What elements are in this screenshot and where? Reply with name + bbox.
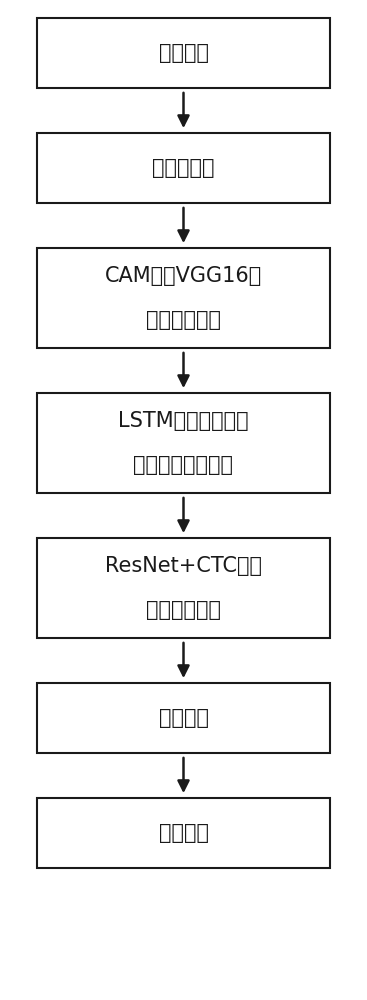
Text: LSTM细粒度字符构: LSTM细粒度字符构 <box>118 411 249 431</box>
Text: 内容识别网络: 内容识别网络 <box>146 600 221 620</box>
Text: 测细粒度字符: 测细粒度字符 <box>146 310 221 330</box>
Text: 贪心编码: 贪心编码 <box>159 708 208 728</box>
Text: 输出结果: 输出结果 <box>159 823 208 843</box>
Text: 输入图像: 输入图像 <box>159 43 208 63</box>
Bar <box>37 683 330 753</box>
Text: ResNet+CTC文本: ResNet+CTC文本 <box>105 556 262 576</box>
Bar <box>37 393 330 493</box>
Bar <box>37 248 330 348</box>
Bar <box>37 538 330 638</box>
Bar <box>37 18 330 88</box>
Bar <box>37 798 330 868</box>
Text: CAM辅助VGG16检: CAM辅助VGG16检 <box>105 266 262 286</box>
Text: 成粗粒度文本区域: 成粗粒度文本区域 <box>134 455 233 475</box>
Text: 图像预处理: 图像预处理 <box>152 158 215 178</box>
Bar <box>37 133 330 203</box>
